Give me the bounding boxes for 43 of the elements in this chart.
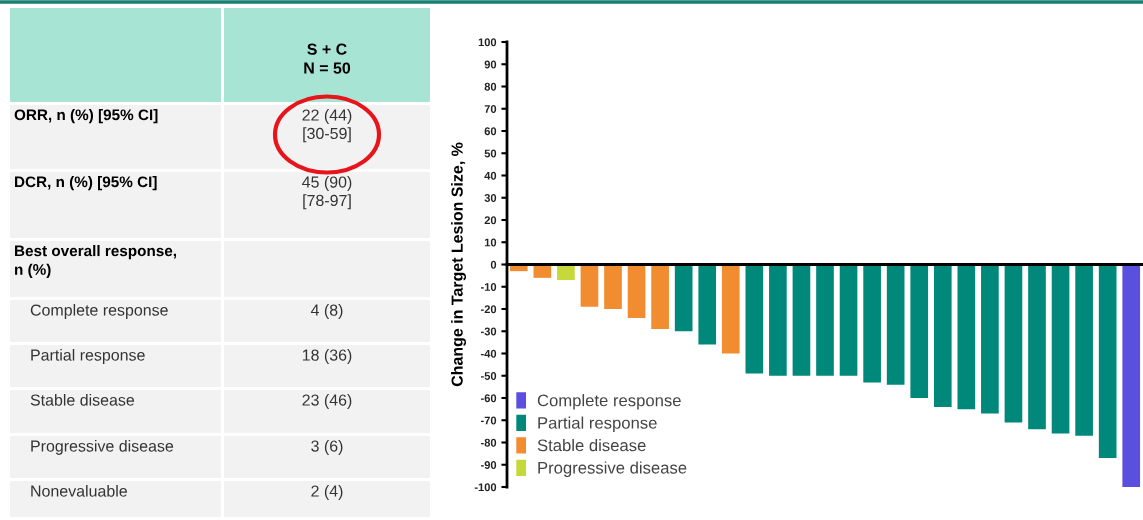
y-tick-label: -10 (480, 283, 497, 291)
y-tick-label: 40 (484, 171, 497, 180)
category-label: Nonevaluable (31, 485, 127, 497)
y-tick-label: -100 (474, 483, 497, 492)
legend-label: Partial response (538, 416, 657, 433)
y-tick-label: -70 (480, 416, 497, 425)
y-tick-label: -20 (480, 305, 497, 314)
y-tick-label: 30 (484, 194, 497, 202)
y-tick-label: -50 (480, 372, 497, 380)
text: 3 (6) (311, 440, 343, 455)
y-tick-label: 80 (484, 82, 497, 91)
text: 4 (8) (310, 304, 343, 319)
category-label: Complete response (30, 304, 168, 319)
legend-label: Stable disease (537, 439, 646, 452)
category-label: Partial response (31, 349, 145, 364)
y-tick-label: -30 (480, 327, 497, 336)
category-label: DCR, n (%) [95% CI] (15, 176, 157, 191)
category-label: ORR, n (%) [95% CI] (14, 109, 158, 124)
y-tick-label: 20 (484, 216, 497, 225)
y-tick-label: 50 (484, 149, 497, 158)
y-tick-label: -60 (480, 394, 497, 403)
text: S + C (307, 43, 347, 55)
legend-label: Progressive disease (538, 461, 687, 477)
y-tick-label: 90 (484, 60, 497, 69)
y-tick-label: 0 (490, 260, 497, 269)
y-tick-label: 60 (484, 127, 497, 136)
y-tick-label: -80 (480, 438, 497, 447)
text: N = 50 (304, 62, 351, 74)
text: 45 (90) [78-97] (302, 176, 352, 210)
text: 2 (4) (311, 485, 343, 500)
legend-label: Complete response (537, 394, 681, 410)
y-axis-title: Change in Target Lesion Size, % (451, 142, 467, 387)
text: 23 (46) (302, 394, 352, 409)
category-label: Best overall response, n (%) (15, 245, 177, 278)
y-tick-label: 100 (478, 38, 497, 47)
text: 18 (36) (302, 349, 352, 364)
y-tick-label: 10 (484, 238, 497, 247)
y-tick-label: -40 (480, 349, 497, 358)
y-tick-label: 70 (484, 105, 497, 113)
category-label: Progressive disease (31, 440, 174, 455)
y-tick-label: -90 (480, 461, 497, 469)
category-label: Stable disease (30, 394, 135, 406)
text: 22 (44) [30-59] (302, 109, 352, 143)
